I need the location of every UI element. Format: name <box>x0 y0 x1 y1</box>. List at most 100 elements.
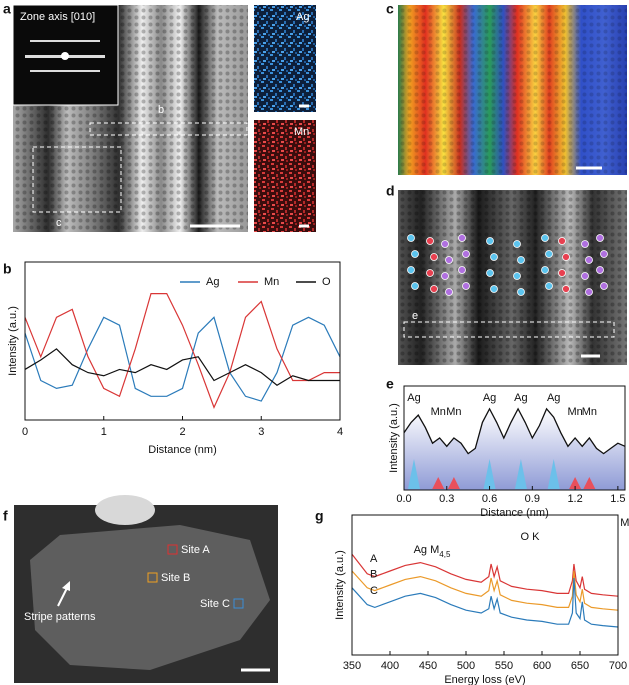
atom <box>585 288 593 296</box>
inset-label: Zone axis [010] <box>20 11 95 23</box>
annotation: Ag M4,5 <box>414 544 451 559</box>
area-fill <box>404 408 625 490</box>
atom <box>541 266 549 274</box>
atom <box>445 288 453 296</box>
annotation: O K <box>521 531 541 543</box>
x-tick-label: 350 <box>343 660 361 672</box>
x-tick-label: 1.2 <box>567 493 582 505</box>
x-axis-label: Distance (nm) <box>148 444 216 456</box>
atom <box>486 269 494 277</box>
atom <box>581 272 589 280</box>
x-tick-label: 0.3 <box>439 493 454 505</box>
arrow-label: Stripe patterns <box>24 611 96 623</box>
site-marker <box>447 477 460 489</box>
atom <box>458 266 466 274</box>
fft-spots <box>25 40 105 72</box>
panel-label: g <box>315 508 324 524</box>
site-label: Site C <box>200 598 230 610</box>
atom <box>458 234 466 242</box>
roi-label: e <box>412 310 418 322</box>
x-tick-label: 450 <box>419 660 437 672</box>
x-axis-label: Energy loss (eV) <box>444 674 525 685</box>
panel-label: e <box>386 376 394 392</box>
panel-label: c <box>386 1 394 17</box>
panel-label: d <box>386 183 395 199</box>
legend-label: Ag <box>206 276 219 288</box>
atom <box>426 269 434 277</box>
atom <box>545 282 553 290</box>
atom <box>441 240 449 248</box>
x-tick-label: 400 <box>381 660 399 672</box>
panel-label: f <box>3 508 8 524</box>
roi-label: c <box>56 217 62 229</box>
atom <box>558 269 566 277</box>
atom <box>430 285 438 293</box>
atom <box>407 234 415 242</box>
site-label: Site B <box>161 572 190 584</box>
image-texture <box>398 190 627 365</box>
site-label: Site A <box>181 544 210 556</box>
site-marker <box>483 459 496 489</box>
series-line <box>351 570 619 611</box>
x-tick-label: 3 <box>258 426 264 438</box>
x-tick-label: 0 <box>22 426 28 438</box>
y-axis-label: Intensity (a.u.) <box>388 403 400 473</box>
atom <box>486 237 494 245</box>
atom-overlay <box>407 234 608 296</box>
site-marker <box>583 477 596 489</box>
roi-box <box>89 122 248 136</box>
x-tick-label: 500 <box>457 660 475 672</box>
series-line <box>351 577 619 628</box>
atom <box>600 282 608 290</box>
series-label: A <box>370 553 378 565</box>
atom <box>562 285 570 293</box>
x-tick-label: 700 <box>609 660 627 672</box>
atom <box>596 266 604 274</box>
x-tick-label: 0.0 <box>396 493 411 505</box>
atom <box>441 272 449 280</box>
x-tick-label: 1 <box>101 426 107 438</box>
panel-label: b <box>3 261 12 277</box>
annotation-text: Mn L <box>620 517 629 529</box>
series-line <box>24 316 341 402</box>
x-axis-label: Distance (nm) <box>480 507 548 519</box>
series-line <box>24 348 340 386</box>
site-label: Mn <box>431 406 446 418</box>
atom <box>581 240 589 248</box>
atom <box>513 240 521 248</box>
roi-label: b <box>158 104 164 116</box>
atom <box>513 272 521 280</box>
annotation-sub: 4,5 <box>439 550 451 559</box>
series-line <box>351 553 619 597</box>
profile-line <box>403 407 626 455</box>
site-label: Ag <box>514 392 527 404</box>
x-tick-label: 0.9 <box>525 493 540 505</box>
atom <box>430 253 438 261</box>
panel-label: a <box>3 1 11 17</box>
ag-map <box>254 5 316 112</box>
roi-box <box>32 146 122 213</box>
annotation-text: O K <box>521 531 541 543</box>
x-tick-label: 600 <box>533 660 551 672</box>
map-label: Ag <box>296 11 309 23</box>
y-axis-label: Intensity (a.u.) <box>7 306 19 376</box>
site-label: Mn <box>582 406 597 418</box>
atom <box>411 250 419 258</box>
image-texture <box>398 5 627 175</box>
site-box <box>233 598 244 609</box>
series-label: C <box>370 585 378 597</box>
particle <box>95 495 155 525</box>
plot-frame <box>403 385 626 491</box>
site-marker <box>432 477 445 489</box>
atom <box>558 237 566 245</box>
atom <box>462 250 470 258</box>
plot-frame <box>24 261 341 421</box>
map-label: Mn <box>294 126 309 138</box>
series-label: B <box>370 568 377 580</box>
atom <box>407 266 415 274</box>
atom <box>426 237 434 245</box>
site-label: Ag <box>483 392 496 404</box>
y-axis-label: Intensity (a.u.) <box>334 550 346 620</box>
site-marker <box>514 459 527 489</box>
